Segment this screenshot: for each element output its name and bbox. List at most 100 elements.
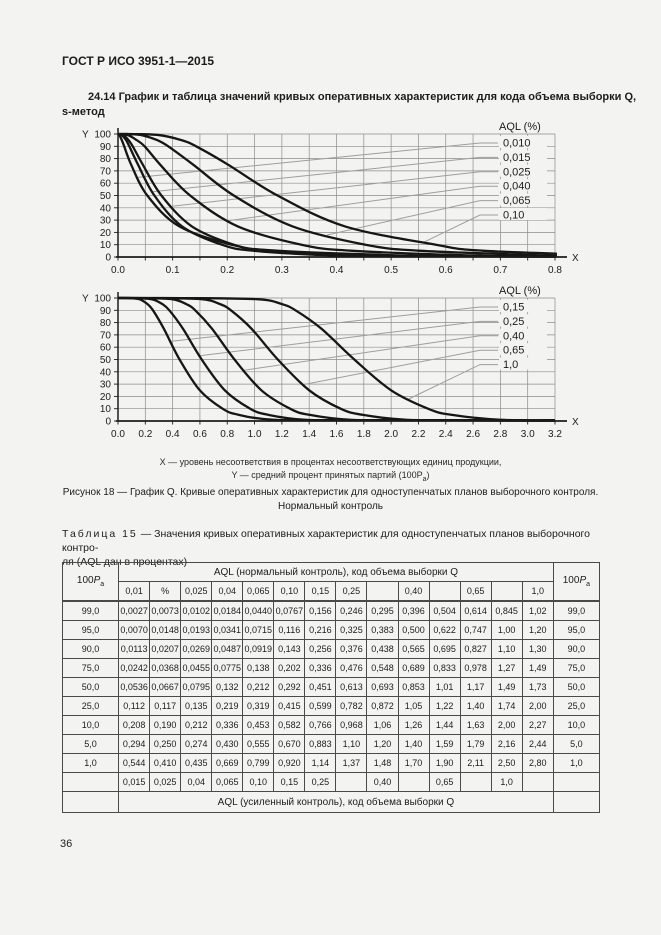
svg-text:0.1: 0.1 bbox=[166, 265, 180, 276]
aql-col-header: 0,65 bbox=[459, 581, 492, 602]
table-row: 90,0 0,0113 0,0207 0,0269 0,0487 0,0919 0,143 0… bbox=[61, 639, 601, 659]
legend: AQL (%) 0,010 0,015 0,025 0,040 0,065 0,10 bbox=[499, 121, 541, 222]
table-cell: 0,920 bbox=[273, 753, 306, 773]
legend-entry: 0,040 bbox=[503, 181, 531, 193]
table-number: Таблица 15 bbox=[62, 528, 138, 540]
aql-tightened-cell: 0,40 bbox=[366, 772, 399, 792]
aql-tightened-header-row: AQL (усиленный контроль), код объема выб… bbox=[61, 791, 601, 813]
table-cell: 1,20 bbox=[521, 620, 554, 640]
table-cell: 1,49 bbox=[490, 677, 523, 697]
clause-heading: 24.14 График и таблица значений кривых о… bbox=[62, 90, 637, 120]
legend-background bbox=[497, 284, 559, 370]
table-cell: 0,0242 bbox=[118, 658, 151, 678]
table-cell: 0,555 bbox=[242, 734, 275, 754]
table-cell: 1,44 bbox=[428, 715, 461, 735]
svg-text:0.5: 0.5 bbox=[384, 265, 398, 276]
table-cell: 0,0919 bbox=[242, 639, 275, 659]
table-cell: 0,0269 bbox=[180, 639, 213, 659]
legend-entry: 0,40 bbox=[503, 330, 524, 342]
axis-ticks bbox=[114, 297, 556, 425]
aql-col-header bbox=[366, 581, 399, 602]
svg-text:X: X bbox=[572, 253, 579, 264]
legend-entry: 0,25 bbox=[503, 316, 524, 328]
clause-line1: 24.14 График и таблица значений кривых о… bbox=[88, 91, 637, 103]
table-cell: 0,669 bbox=[211, 753, 244, 773]
table-cell: 0,138 bbox=[242, 658, 275, 678]
table-cell: 1,40 bbox=[459, 696, 492, 716]
table-cell: 1,20 bbox=[366, 734, 399, 754]
table-cell: 0,0070 bbox=[118, 620, 151, 640]
aql-col-header: 0,40 bbox=[397, 581, 430, 602]
table-cell: 0,143 bbox=[273, 639, 306, 659]
aql-tightened-cell: 0,025 bbox=[149, 772, 182, 792]
aql-normal-values-row: 0,01% 0,025 0,04 0,065 0,10 0,15 0,25 0,40 0,65 1… bbox=[63, 581, 600, 602]
table-cell: 1,00 bbox=[490, 620, 523, 640]
axes bbox=[116, 128, 567, 258]
svg-text:0.3: 0.3 bbox=[275, 265, 289, 276]
svg-text:60: 60 bbox=[100, 179, 112, 190]
svg-text:2.4: 2.4 bbox=[439, 429, 453, 440]
svg-text:Y: Y bbox=[82, 294, 89, 305]
aql-tightened-cell bbox=[459, 772, 492, 792]
svg-text:10: 10 bbox=[100, 240, 112, 251]
table-cell: 1,06 bbox=[366, 715, 399, 735]
svg-text:0.2: 0.2 bbox=[220, 265, 234, 276]
aql-col-header: 0,10 bbox=[273, 581, 306, 602]
table-cell: 0,250 bbox=[149, 734, 182, 754]
svg-text:1.6: 1.6 bbox=[330, 429, 344, 440]
pa-label: 1,0 bbox=[61, 753, 120, 773]
oc-values-table: 100Pa AQL (нормальный контроль), код объе… bbox=[61, 562, 601, 813]
table-cell: 0,430 bbox=[211, 734, 244, 754]
svg-text:0.6: 0.6 bbox=[439, 265, 453, 276]
table-cell: 0,116 bbox=[273, 620, 306, 640]
aql-tightened-cell: 0,015 bbox=[118, 772, 151, 792]
pa-label: 50,0 bbox=[61, 677, 120, 697]
aql-col-header: 0,025 bbox=[180, 581, 213, 602]
axes bbox=[116, 292, 567, 422]
axis-notes: X — уровень несоответствия в процентах н… bbox=[0, 456, 661, 486]
aql-col-header: 1,0 bbox=[521, 581, 554, 602]
table-cell: 0,504 bbox=[428, 600, 461, 621]
table-cell: 0,0193 bbox=[180, 620, 213, 640]
pa-label: 10,0 bbox=[552, 715, 601, 735]
figure-caption: Рисунок 18 — График Q. Кривые оперативны… bbox=[0, 486, 661, 514]
legend-entry: 1,0 bbox=[503, 359, 518, 371]
table-cell: 0,0440 bbox=[242, 600, 275, 621]
aql-tightened-cell: 0,65 bbox=[428, 772, 461, 792]
table-cell: 0,219 bbox=[211, 696, 244, 716]
legend-background bbox=[497, 120, 559, 220]
svg-text:90: 90 bbox=[100, 306, 112, 317]
svg-text:0: 0 bbox=[105, 253, 111, 264]
table-cell: 0,0148 bbox=[149, 620, 182, 640]
table-cell: 1,27 bbox=[490, 658, 523, 678]
table-cell: 0,410 bbox=[149, 753, 182, 773]
page-title: ГОСТ Р ИСО 3951-1—2015 bbox=[62, 54, 215, 68]
table-header-row: 100Pa AQL (нормальный контроль), код объе… bbox=[61, 562, 601, 602]
table-cell: 0,0767 bbox=[273, 600, 306, 621]
table-cell: 1,59 bbox=[428, 734, 461, 754]
table-cell: 0,383 bbox=[366, 620, 399, 640]
table-cell: 0,319 bbox=[242, 696, 275, 716]
table-cell: 1,01 bbox=[428, 677, 461, 697]
aql-normal-header: AQL (нормальный контроль), код объема вы… bbox=[118, 562, 554, 582]
table-cell: 0,0113 bbox=[118, 639, 151, 659]
table-cell: 0,833 bbox=[428, 658, 461, 678]
table-cell: 0,827 bbox=[459, 639, 492, 659]
svg-text:70: 70 bbox=[100, 166, 112, 177]
table-cell: 1,30 bbox=[521, 639, 554, 659]
table-cell: 0,0102 bbox=[180, 600, 213, 621]
table-cell: 0,325 bbox=[335, 620, 368, 640]
table-cell bbox=[552, 791, 601, 813]
table-cell: 2,16 bbox=[490, 734, 523, 754]
table-cell: 1,05 bbox=[397, 696, 430, 716]
table-title: Таблица 15 — Значения кривых оперативных… bbox=[62, 527, 607, 569]
aql-col-header: % bbox=[149, 581, 182, 602]
table-cell: 0,853 bbox=[397, 677, 430, 697]
table-cell: 0,766 bbox=[304, 715, 337, 735]
table-cell: 1,70 bbox=[397, 753, 430, 773]
svg-text:0: 0 bbox=[105, 417, 111, 428]
pa-label: 99,0 bbox=[552, 600, 601, 621]
table-cell: 1,74 bbox=[490, 696, 523, 716]
